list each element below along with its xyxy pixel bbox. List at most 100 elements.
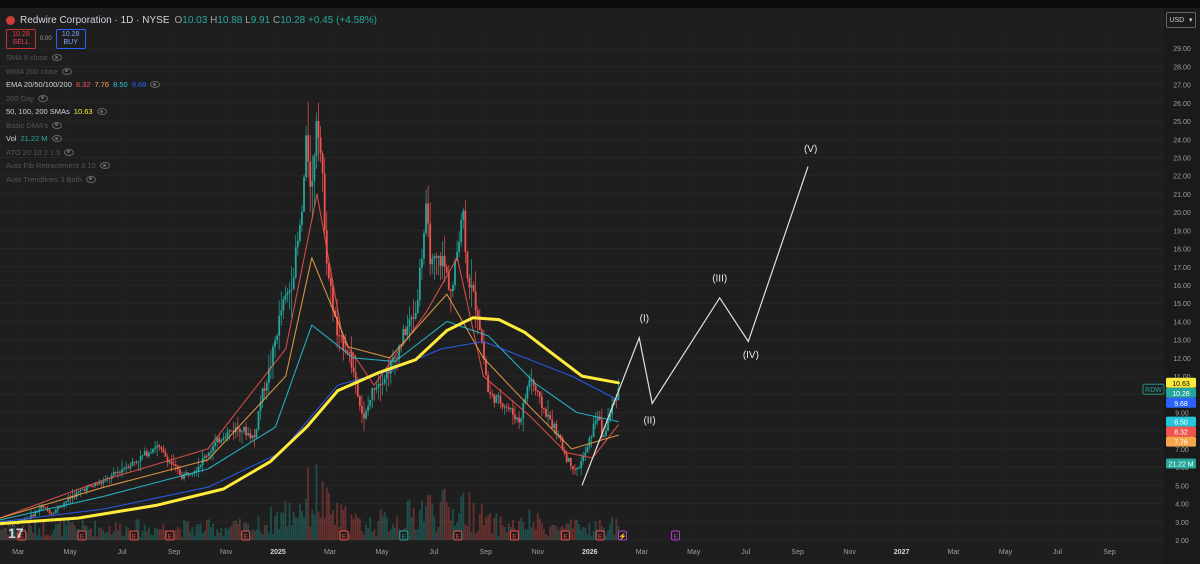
eye-icon[interactable] xyxy=(64,148,75,156)
volume-bar xyxy=(338,526,341,540)
grid xyxy=(0,30,1164,541)
price-axis[interactable] xyxy=(1164,8,1200,564)
candle-body xyxy=(168,461,171,463)
candle-body xyxy=(203,455,206,458)
volume-bar xyxy=(203,530,206,540)
volume-bar xyxy=(441,489,444,540)
candle-body xyxy=(379,384,382,386)
candle-body xyxy=(532,379,535,386)
volume-bar xyxy=(538,518,541,540)
volume-bar xyxy=(96,536,99,540)
candle-body xyxy=(383,378,386,384)
buy-button[interactable]: 10.28 BUY xyxy=(55,29,86,49)
volume-bar xyxy=(557,530,560,540)
candle-body xyxy=(63,503,66,507)
y-tick-label: 9.00 xyxy=(1175,411,1189,418)
candle-body xyxy=(350,352,353,368)
symbol-title[interactable]: Redwire Corporation · 1D · NYSE xyxy=(20,14,170,26)
indicator-name: SMA 8 close xyxy=(6,53,48,62)
candle-body xyxy=(100,482,103,484)
volume-bar xyxy=(551,524,554,540)
candle-body xyxy=(65,501,68,504)
candle-body xyxy=(61,506,63,508)
tradingview-logo[interactable]: 17 xyxy=(8,525,24,541)
volume-bar xyxy=(439,502,442,540)
indicator-row[interactable]: Auto Fib Retracement 3 10 xyxy=(6,159,160,173)
volume-bar xyxy=(63,520,66,540)
volume-bar xyxy=(547,536,549,540)
candle-body xyxy=(460,219,463,243)
indicator-row[interactable]: Auto Trendlines 3 Both xyxy=(6,173,160,187)
candle-body xyxy=(553,423,556,429)
volume-bar xyxy=(412,508,415,540)
volume-bar xyxy=(158,529,161,540)
candle-body xyxy=(44,507,47,509)
y-tick-label: 28.00 xyxy=(1173,64,1191,71)
earnings-marker-label: E xyxy=(598,534,603,541)
price-labels: 10.63 RDW 10.28 9.68 8.50 8.32 7.76 21.22 M xyxy=(1142,377,1196,469)
volume-bar xyxy=(582,527,585,540)
volume-bar xyxy=(280,512,283,540)
candle-body xyxy=(245,426,248,436)
eye-icon[interactable] xyxy=(62,67,73,75)
indicator-name: Basic DMA's xyxy=(6,120,49,130)
indicator-row[interactable]: Basic DMA's xyxy=(6,119,160,133)
candle-body xyxy=(210,451,212,453)
volume-bar xyxy=(313,514,316,540)
indicator-row[interactable]: 200 Day xyxy=(6,92,160,106)
volume-bar xyxy=(296,518,299,540)
eye-icon[interactable] xyxy=(96,108,107,116)
indicator-value: 10.63 xyxy=(73,107,93,116)
candle-body xyxy=(468,277,471,288)
candle-body xyxy=(42,506,45,508)
candle-body xyxy=(443,256,446,268)
eye-icon[interactable] xyxy=(51,135,62,143)
candle-body xyxy=(253,435,256,438)
sell-button[interactable]: 10.28 SELL xyxy=(6,29,36,49)
candle-body xyxy=(220,439,223,443)
volume-bar xyxy=(270,506,272,540)
candle-body xyxy=(272,346,274,367)
indicator-row[interactable]: ATO 20 10 2 1.5 xyxy=(6,146,160,160)
indicator-row[interactable]: Vol 21.22 M xyxy=(6,132,160,146)
earnings-marker-label: E xyxy=(673,534,678,541)
eye-icon[interactable] xyxy=(99,162,110,170)
eye-icon[interactable] xyxy=(51,54,62,62)
candle-body xyxy=(358,396,361,407)
eye-icon[interactable] xyxy=(52,121,63,129)
price-label: 10.63 xyxy=(1172,381,1190,388)
indicator-name: Vol xyxy=(6,134,17,143)
x-tick-label: Nov xyxy=(532,549,545,556)
eye-icon[interactable] xyxy=(150,81,161,89)
indicator-row[interactable]: 50, 100, 200 SMAs 10.63 xyxy=(6,105,160,119)
candle-body xyxy=(338,335,341,337)
candle-body xyxy=(189,474,192,476)
volume-bar xyxy=(150,534,152,540)
company-logo-icon[interactable] xyxy=(6,15,15,25)
indicator-row[interactable]: EMA 20/50/100/200 8.32 7.76 8.50 9.68 xyxy=(6,78,161,92)
volume-bar xyxy=(418,509,421,540)
volume-bar xyxy=(301,510,303,540)
volume-bar xyxy=(344,505,347,540)
candle-body xyxy=(607,420,609,431)
volume-bar xyxy=(199,523,202,540)
candle-body xyxy=(127,467,130,469)
candle-body xyxy=(79,489,82,492)
eye-icon[interactable] xyxy=(37,94,48,102)
volume-bar xyxy=(0,529,1,540)
y-tick-label: 21.00 xyxy=(1173,192,1191,199)
indicator-row[interactable]: SMA 8 close xyxy=(6,51,160,65)
indicator-row[interactable]: WMA 200 close xyxy=(6,65,160,79)
candle-body xyxy=(315,121,318,156)
series-line-ema-200 xyxy=(0,340,619,523)
volume-bar xyxy=(365,524,367,540)
eye-icon[interactable] xyxy=(85,175,96,183)
volume-bar xyxy=(139,536,142,540)
candle-body xyxy=(445,267,448,273)
chart-pane[interactable] xyxy=(0,8,1164,564)
currency-selector[interactable]: USD ▾ xyxy=(1166,12,1196,28)
candle-body xyxy=(313,155,316,181)
volume-bar xyxy=(524,529,527,540)
volume-bar xyxy=(123,536,125,540)
